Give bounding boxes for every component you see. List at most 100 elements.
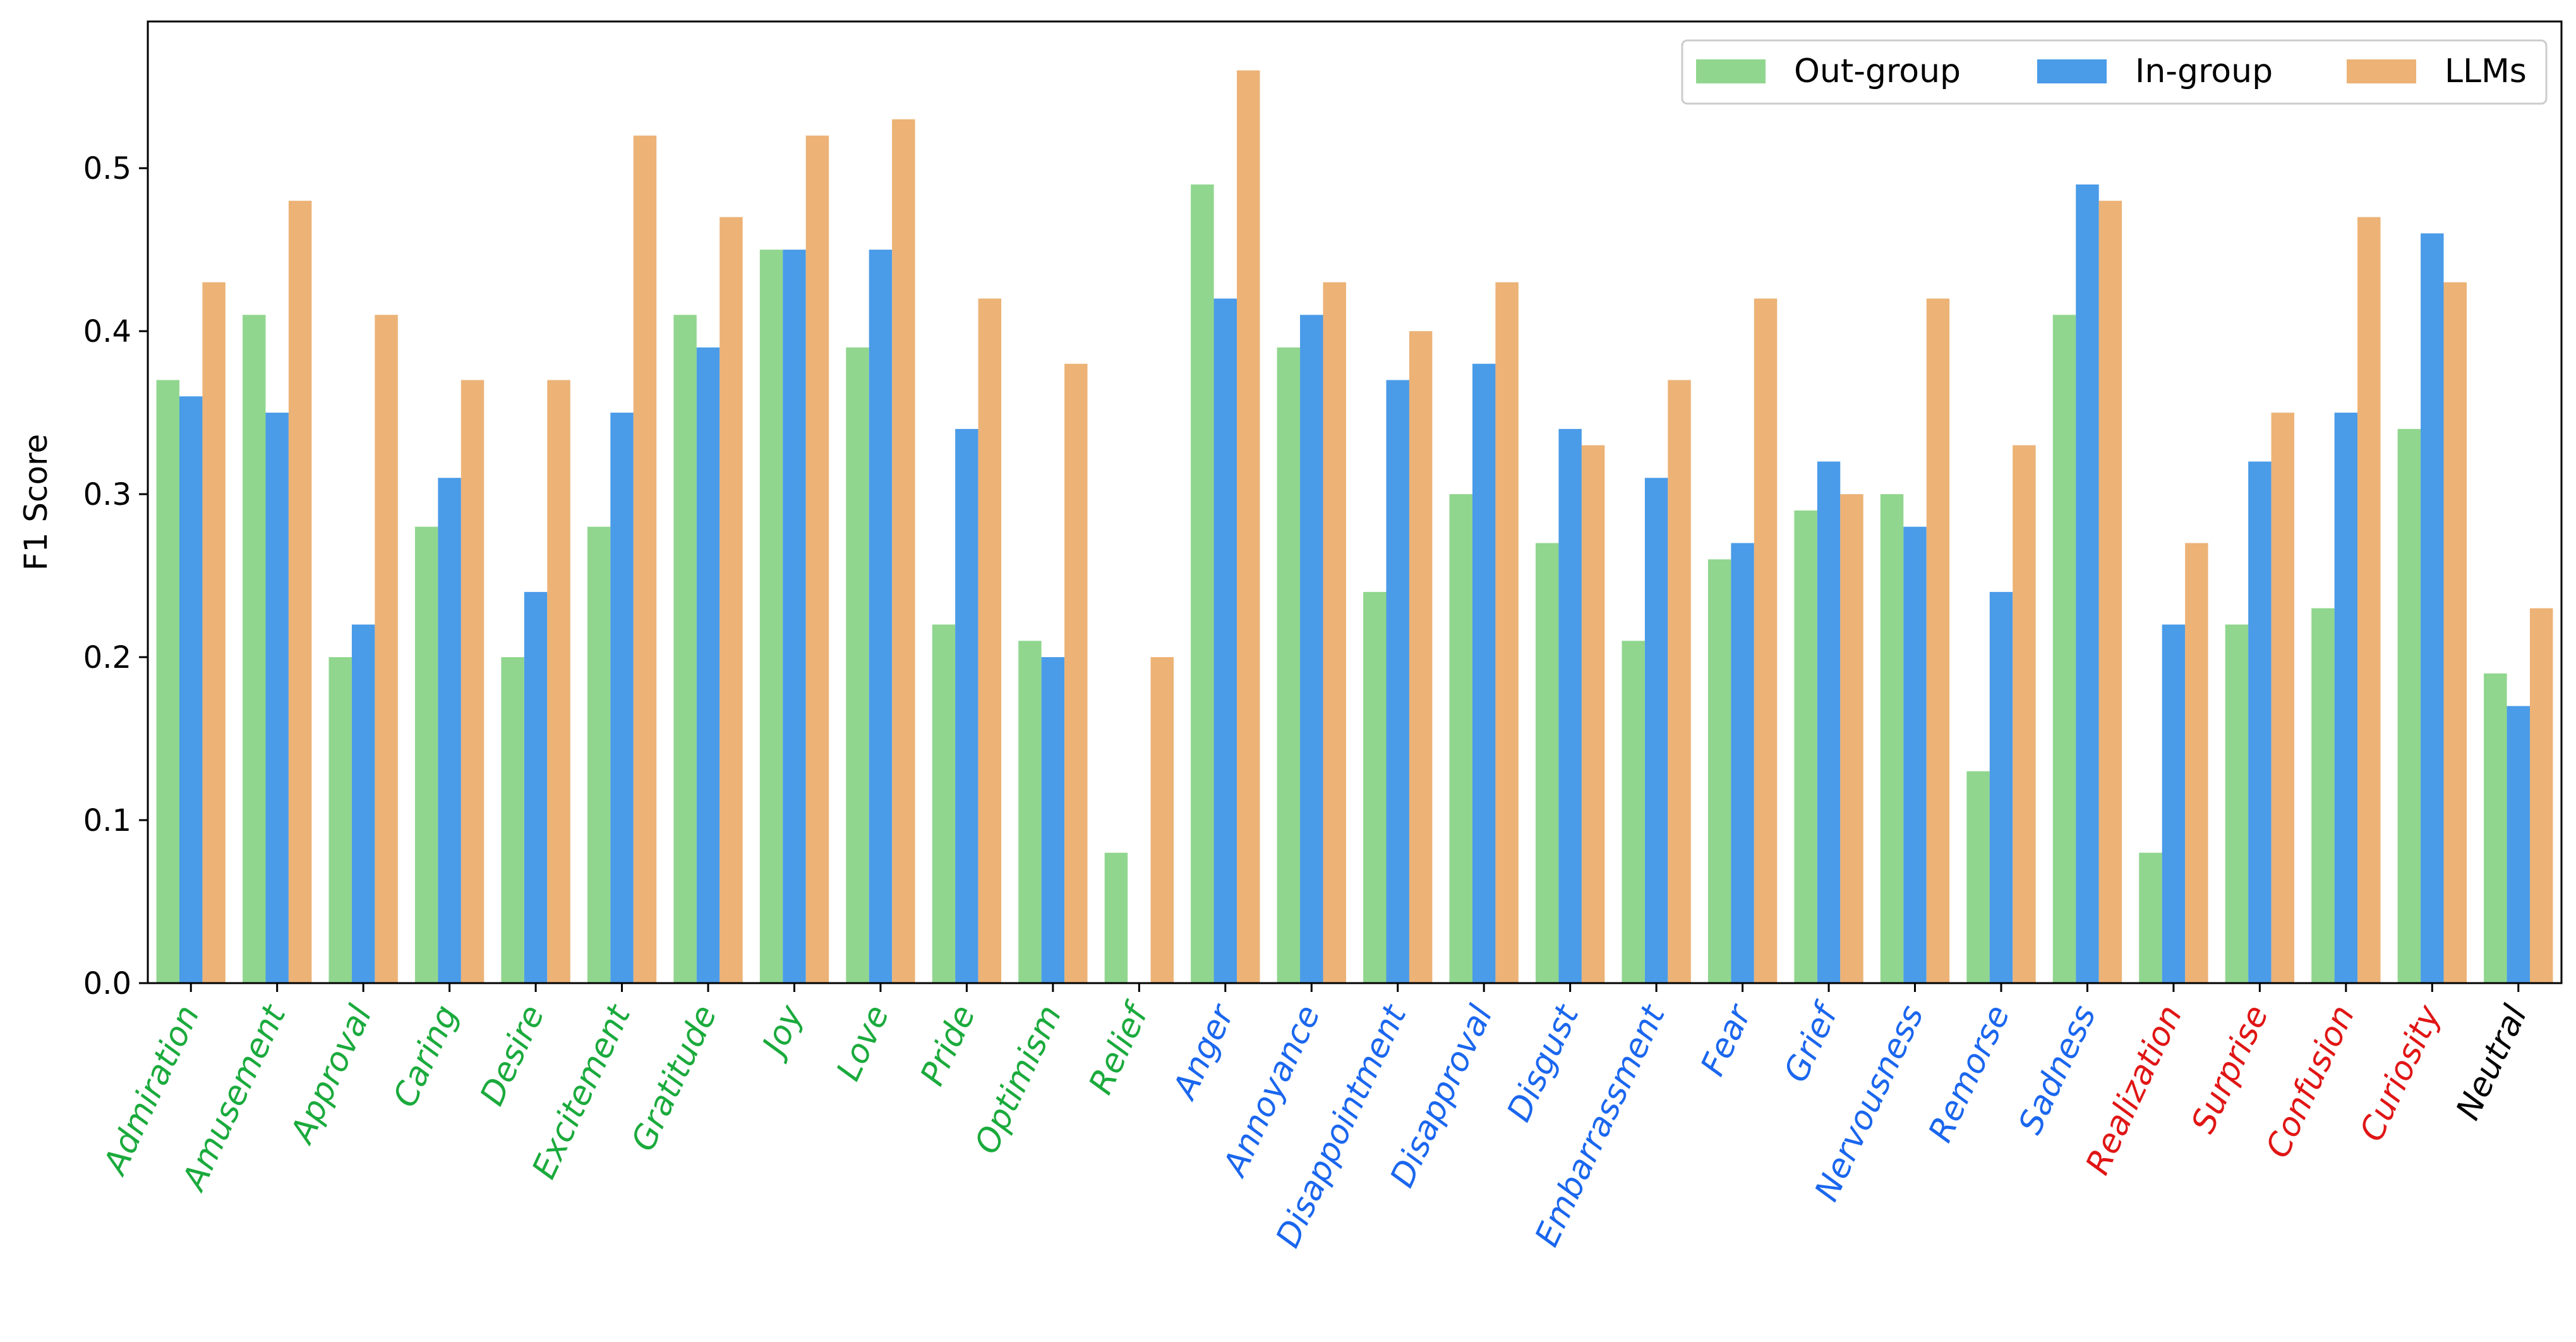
bar-out-group-disappointment — [1363, 591, 1387, 983]
bar-in-group-desire — [524, 591, 548, 983]
bar-out-group-neutral — [2484, 673, 2507, 983]
bar-llms-curiosity — [2443, 282, 2467, 983]
bar-llms-caring — [460, 380, 485, 983]
bar-out-group-amusement — [243, 315, 266, 984]
x-category-label-grief: Grief — [1777, 996, 1847, 1088]
legend-box — [1681, 39, 2548, 105]
bar-in-group-joy — [783, 250, 806, 983]
bar-out-group-desire — [501, 657, 524, 983]
bar-llms-grief — [1840, 494, 1863, 983]
legend-swatch-llms — [2347, 59, 2416, 83]
bars-layer — [156, 70, 2553, 984]
plot-area-frame — [147, 20, 2563, 984]
bar-in-group-surprise — [2248, 461, 2272, 983]
bar-in-group-admiration — [179, 396, 203, 983]
bar-llms-amusement — [288, 200, 312, 983]
bar-in-group-love — [869, 250, 893, 983]
bar-out-group-curiosity — [2397, 428, 2421, 983]
bar-out-group-annoyance — [1277, 347, 1301, 983]
x-category-label-gratitude: Gratitude — [624, 1000, 725, 1157]
legend-label-in-group: In-group — [2135, 52, 2273, 90]
y-axis-title: F1 Score — [18, 434, 54, 571]
y-tick-label: 0.5 — [83, 151, 131, 186]
x-category-label-surprise: Surprise — [2184, 1000, 2276, 1139]
x-category-label-pride: Pride — [913, 1000, 983, 1091]
x-category-label-optimism: Optimism — [968, 1000, 1069, 1159]
bar-llms-confusion — [2357, 217, 2381, 983]
bar-llms-joy — [805, 135, 829, 984]
bar-llms-neutral — [2529, 608, 2553, 983]
bar-llms-pride — [978, 298, 1002, 983]
bar-out-group-fear — [1707, 559, 1731, 983]
bar-llms-disapproval — [1495, 282, 1519, 983]
bar-out-group-admiration — [156, 380, 180, 983]
x-category-label-caring: Caring — [386, 1000, 466, 1113]
bar-out-group-disgust — [1536, 543, 1559, 983]
bar-out-group-disapproval — [1449, 494, 1472, 983]
bar-in-group-amusement — [265, 413, 289, 983]
bar-llms-approval — [375, 315, 398, 984]
bar-in-group-pride — [955, 428, 978, 983]
x-category-label-remorse: Remorse — [1922, 1000, 2018, 1148]
bar-out-group-anger — [1191, 184, 1214, 984]
y-axis: 0.0 0.1 0.2 0.3 0.4 0.5 — [83, 151, 148, 1001]
bar-out-group-excitement — [587, 526, 611, 983]
bar-llms-embarrassment — [1668, 380, 1691, 983]
bar-out-group-joy — [759, 250, 783, 983]
y-tick-label: 0.1 — [83, 803, 131, 838]
bar-llms-nervousness — [1926, 298, 1950, 983]
bar-llms-fear — [1754, 298, 1778, 983]
y-tick-label: 0.3 — [83, 477, 131, 512]
x-category-label-disgust: Disgust — [1500, 999, 1587, 1128]
x-category-label-curiosity: Curiosity — [2353, 999, 2449, 1147]
legend-swatch-in-group — [2037, 59, 2107, 83]
bar-in-group-curiosity — [2421, 233, 2444, 983]
bar-out-group-approval — [328, 657, 352, 983]
x-category-label-love: Love — [829, 1000, 897, 1086]
bar-llms-love — [892, 119, 915, 983]
bar-llms-disgust — [1581, 445, 1605, 983]
y-tick-label: 0.4 — [83, 314, 131, 349]
x-category-label-sadness: Sadness — [2011, 1000, 2104, 1140]
y-tick-label: 0.0 — [83, 966, 131, 1001]
bar-out-group-surprise — [2225, 624, 2249, 983]
bar-in-group-optimism — [1041, 657, 1065, 983]
x-category-label-desire: Desire — [473, 1000, 552, 1111]
bar-out-group-embarrassment — [1622, 641, 1645, 983]
bar-out-group-sadness — [2052, 315, 2076, 984]
bar-out-group-love — [846, 347, 869, 983]
legend-swatch-out-group — [1696, 59, 1766, 83]
bar-llms-remorse — [2013, 445, 2036, 983]
bar-llms-excitement — [633, 135, 657, 984]
x-category-label-anger: Anger — [1165, 998, 1243, 1106]
bar-in-group-disappointment — [1386, 380, 1409, 983]
bar-in-group-caring — [438, 478, 461, 983]
bar-in-group-grief — [1817, 461, 1841, 983]
bar-llms-sadness — [2098, 200, 2122, 983]
x-category-label-relief: Relief — [1081, 996, 1157, 1100]
bar-in-group-annoyance — [1300, 315, 1323, 984]
y-tick-label: 0.2 — [83, 640, 131, 675]
bar-in-group-anger — [1213, 298, 1237, 983]
legend: Out-group In-group LLMs — [1681, 39, 2548, 105]
bar-out-group-pride — [932, 624, 956, 983]
bar-in-group-approval — [351, 624, 375, 983]
bar-llms-admiration — [202, 282, 226, 983]
bar-out-group-confusion — [2311, 608, 2335, 983]
bar-llms-anger — [1237, 70, 1260, 983]
bar-in-group-disapproval — [1472, 363, 1496, 983]
bar-in-group-sadness — [2076, 184, 2099, 984]
x-category-label-confusion: Confusion — [2259, 1000, 2362, 1164]
bar-in-group-excitement — [610, 413, 634, 983]
bar-llms-disappointment — [1409, 331, 1433, 983]
bar-out-group-relief — [1104, 852, 1128, 983]
legend-label-out-group: Out-group — [1794, 52, 1961, 90]
bar-out-group-realization — [2139, 852, 2162, 983]
bar-out-group-optimism — [1018, 641, 1042, 983]
x-category-label-approval: Approval — [282, 1000, 380, 1151]
bar-out-group-nervousness — [1880, 494, 1904, 983]
bar-llms-realization — [2185, 543, 2208, 983]
bar-in-group-remorse — [1989, 591, 2013, 983]
x-category-label-joy: Joy — [753, 999, 811, 1065]
